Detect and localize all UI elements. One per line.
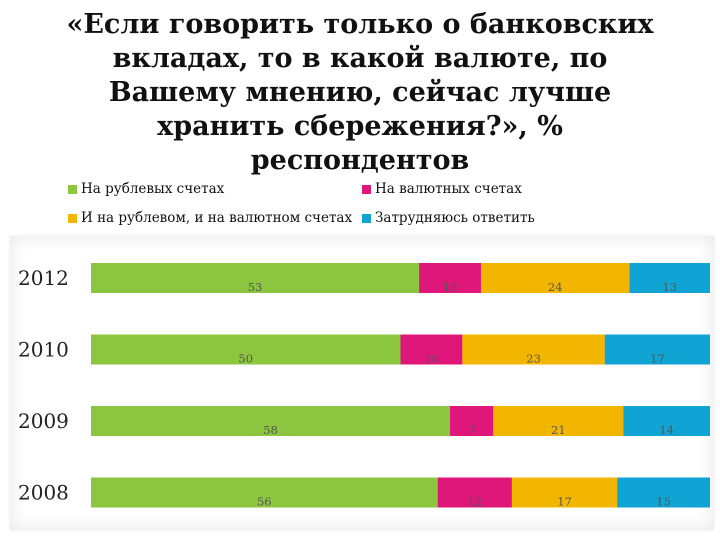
plot-area: 2012 53 10 24 13 2010 50 10 23 17 2009 58 7 21 14 2008 5…: [10, 236, 714, 530]
data-label-2008-0: 56: [257, 495, 272, 509]
data-label-2010-1: 10: [424, 352, 439, 366]
bar-segment-2012-3: [629, 263, 710, 293]
bar-segment-2008-2: [511, 477, 618, 508]
data-label-2012-0: 53: [248, 280, 263, 294]
data-label-2012-2: 24: [548, 280, 563, 294]
bar-segment-2009-2: [493, 406, 624, 436]
bar-segment-2010-2: [462, 334, 605, 365]
chart-title: «Если говорить только о банковских вклад…: [66, 9, 654, 176]
stacked-bar-chart: 2012 53 10 24 13 2010 50 10 23 17 2009 58 7 21 14 2008 5…: [18, 263, 710, 509]
bar-segment-2008-1: [437, 477, 512, 508]
category-label-2010: 2010: [18, 338, 69, 362]
category-label-2008: 2008: [18, 481, 69, 505]
data-label-2008-2: 17: [557, 495, 572, 509]
category-label-2009: 2009: [18, 409, 69, 433]
data-label-2008-3: 15: [656, 495, 671, 509]
bar-segment-2008-3: [617, 477, 710, 508]
category-label-2012: 2012: [18, 266, 69, 290]
bar-segment-2012-2: [480, 263, 630, 293]
bar-segment-2010-1: [400, 334, 463, 365]
data-label-2010-3: 17: [650, 352, 665, 366]
bar-segment-2012-0: [91, 263, 420, 293]
bar-segment-2010-3: [604, 334, 710, 365]
data-label-2009-2: 21: [551, 423, 566, 437]
legend-item-rub: На рублевых счетах: [68, 181, 224, 197]
legend-swatch-both: [68, 213, 77, 223]
bar-segment-2009-3: [623, 406, 710, 436]
legend-item-fx: На валютных счетах: [362, 181, 522, 197]
data-label-2012-1: 10: [443, 280, 458, 294]
legend-swatch-fx: [362, 184, 371, 194]
data-label-2009-0: 58: [263, 423, 278, 437]
legend-swatch-unsure: [362, 213, 371, 223]
data-label-2009-3: 14: [659, 423, 674, 437]
data-label-2010-2: 23: [526, 352, 541, 366]
legend-label-unsure: Затрудняюсь ответить: [375, 210, 535, 226]
legend-label-fx: На валютных счетах: [375, 181, 522, 197]
legend-swatch-rub: [68, 184, 77, 194]
bar-segment-2009-0: [91, 406, 451, 436]
bar-segment-2010-0: [91, 334, 401, 365]
data-label-2009-1: 7: [468, 423, 475, 437]
data-label-2012-3: 13: [662, 280, 677, 294]
legend-item-both: И на рублевом, и на валютном счетах: [68, 210, 352, 226]
legend-label-rub: На рублевых счетах: [81, 181, 225, 197]
bar-segment-2012-1: [419, 263, 481, 293]
data-label-2010-0: 50: [238, 352, 253, 366]
bar-segment-2008-0: [91, 477, 438, 508]
data-label-2008-1: 12: [467, 495, 482, 509]
legend-item-unsure: Затрудняюсь ответить: [362, 210, 535, 226]
legend-label-both: И на рублевом, и на валютном счетах: [81, 210, 353, 226]
bar-segment-2009-1: [450, 406, 494, 436]
